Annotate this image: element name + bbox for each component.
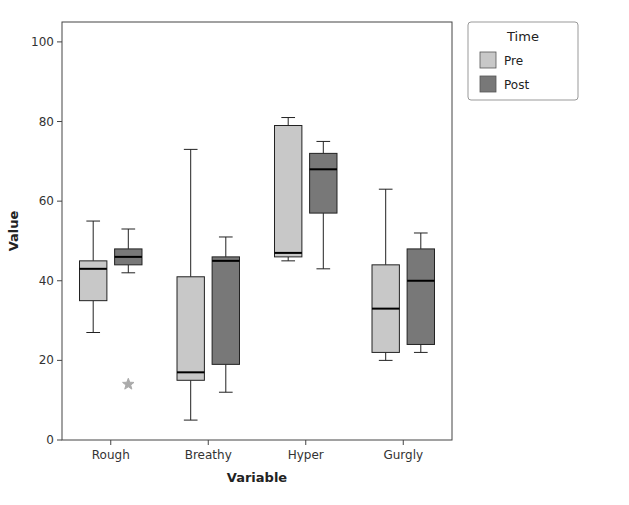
x-axis-label: Variable (227, 470, 288, 485)
legend-label: Post (504, 78, 529, 92)
cap-low (414, 352, 428, 353)
x-tick-label: Breathy (185, 448, 232, 462)
box (115, 249, 142, 265)
legend: Time Pre Post (468, 22, 578, 100)
cap-high (121, 229, 135, 230)
plot-area (80, 118, 435, 421)
whisker-high (190, 149, 191, 276)
x-tick-label: Rough (92, 448, 130, 462)
whisker-low (323, 213, 324, 269)
legend-swatch (480, 76, 496, 92)
y-tick (57, 201, 62, 202)
legend-swatch (480, 52, 496, 68)
whisker-low (93, 301, 94, 333)
box (407, 249, 434, 345)
flier (123, 378, 134, 389)
plot-frame (62, 22, 452, 440)
median (275, 252, 302, 254)
box (177, 277, 204, 381)
y-tick (57, 41, 62, 42)
cap-low (316, 268, 330, 269)
whisker-high (93, 221, 94, 261)
legend-frame (468, 22, 578, 100)
box (310, 153, 337, 213)
y-tick-label: 20 (39, 353, 54, 367)
legend-title: Time (506, 29, 539, 44)
whisker-high (128, 229, 129, 249)
whisker-high (225, 237, 226, 257)
x-tick (403, 440, 404, 445)
whisker-low (288, 257, 289, 261)
cap-low (184, 420, 198, 421)
cap-high (86, 221, 100, 222)
x-tick-label: Gurgly (383, 448, 423, 462)
median (407, 280, 434, 282)
x-tick (305, 440, 306, 445)
x-tick (110, 440, 111, 445)
median (310, 168, 337, 170)
median (372, 308, 399, 310)
x-tick (208, 440, 209, 445)
cap-high (281, 117, 295, 118)
x-tick-label: Hyper (288, 448, 324, 462)
box (372, 265, 399, 353)
cap-high (414, 232, 428, 233)
cap-low (219, 392, 233, 393)
whisker-low (385, 352, 386, 360)
box (80, 261, 107, 301)
cap-low (379, 360, 393, 361)
median (115, 256, 142, 258)
y-tick (57, 280, 62, 281)
whisker-high (323, 141, 324, 153)
y-tick-label: 0 (46, 433, 54, 447)
legend-label: Pre (504, 54, 523, 68)
cap-high (184, 149, 198, 150)
y-axis-label: Value (6, 210, 21, 251)
whisker-high (288, 118, 289, 126)
y-tick-label: 100 (31, 35, 54, 49)
y-tick (57, 440, 62, 441)
whisker-high (420, 233, 421, 249)
median (177, 371, 204, 373)
cap-low (121, 272, 135, 273)
cap-high (316, 141, 330, 142)
whisker-low (225, 364, 226, 392)
y-tick-label: 40 (39, 274, 54, 288)
y-tick-label: 80 (39, 115, 54, 129)
chart: 0 20 40 60 80 100 Rough Breathy Hyper Gurgly Varia… (0, 0, 629, 505)
whisker-high (385, 189, 386, 265)
whisker-low (128, 265, 129, 273)
median (212, 260, 239, 262)
cap-low (86, 332, 100, 333)
y-tick-label: 60 (39, 194, 54, 208)
y-tick (57, 121, 62, 122)
whisker-low (420, 344, 421, 352)
y-tick (57, 360, 62, 361)
median (80, 268, 107, 270)
cap-high (219, 236, 233, 237)
box (212, 257, 239, 364)
cap-low (281, 260, 295, 261)
cap-high (379, 189, 393, 190)
whisker-low (190, 380, 191, 420)
box (275, 126, 302, 257)
